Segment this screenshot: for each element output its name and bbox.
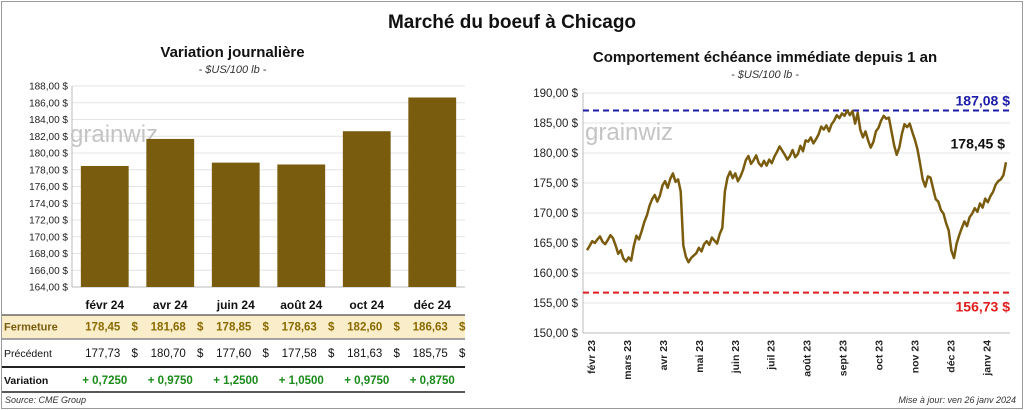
table-cell: + 0,8750 [410,375,455,387]
line-chart-subtitle: - $US/100 lb - [731,69,799,81]
bar-y-tick-label: 176,00 $ [29,182,68,193]
bar-y-tick-label: 188,00 $ [29,82,68,93]
table-cell: 178,85 [216,322,252,334]
line-x-tick-label: nov 23 [910,340,922,373]
line-y-tick-label: 180,00 $ [533,148,578,160]
bar-y-tick-label: 172,00 $ [29,216,68,227]
table-cell: 181,68 [151,322,187,334]
bar-x-tick-label: oct 24 [349,298,384,312]
line-x-tick-label: août 23 [802,340,814,377]
bar-1 [80,165,129,287]
table-cell: 186,63 [413,322,448,334]
table-cell: 182,60 [347,322,382,334]
table-cell: 177,60 [216,348,251,360]
bar-y-tick-label: 184,00 $ [29,115,68,126]
line-y-tick-label: 165,00 $ [533,238,578,250]
table-cell-unit: $ [328,348,335,360]
line-y-tick-label: 190,00 $ [533,88,578,100]
main-title: Marché du boeuf à Chicago [387,12,637,33]
line-x-tick-label: févr 23 [586,340,598,374]
line-y-tick-label: 170,00 $ [533,208,578,220]
table-cell: + 1,2500 [213,375,258,387]
bar-watermark: grainwiz [70,121,158,148]
table-cell: 178,63 [282,322,317,334]
table-row-label: Variation [4,375,48,387]
table-cell-unit: $ [459,322,466,334]
line-y-tick-label: 155,00 $ [533,298,578,310]
bar-y-tick-label: 180,00 $ [29,149,68,160]
bar-x-tick-label: févr 24 [85,298,124,312]
table-cell-unit: $ [263,348,270,360]
bar-4 [277,164,326,287]
table-cell: + 1,0500 [279,375,324,387]
bar-chart-subtitle: - $US/100 lb - [198,64,267,76]
table-cell: 177,73 [85,348,120,360]
line-x-tick-label: sept 23 [838,340,850,376]
line-x-tick-label: juin 23 [730,340,742,374]
bar-y-tick-label: 178,00 $ [29,165,68,176]
bar-y-tick-label: 174,00 $ [29,199,68,210]
line-y-tick-label: 160,00 $ [533,268,578,280]
table-cell: 180,70 [151,348,186,360]
table-cell-unit: $ [132,322,139,334]
table-cell-unit: $ [263,322,270,334]
bar-y-tick-label: 170,00 $ [29,232,68,243]
table-cell-unit: $ [132,348,139,360]
table-cell-unit: $ [394,322,401,334]
bar-2 [146,138,195,287]
bar-y-tick-label: 182,00 $ [29,132,68,143]
line-x-tick-label: mars 23 [622,340,634,380]
last-price-label: 178,45 $ [951,135,1006,151]
bar-5 [342,131,391,287]
price-line [585,109,1008,264]
line-x-tick-label: juil 23 [766,340,778,371]
table-cell: 181,63 [347,348,382,360]
table-cell-unit: $ [459,348,466,360]
bar-x-tick-label: août 24 [280,298,322,312]
line-chart-title: Comportement échéance immédiate depuis 1… [592,49,938,66]
line-y-tick-label: 185,00 $ [533,118,578,130]
line-x-tick-label: déc 23 [945,340,957,373]
table-cell-unit: $ [394,348,401,360]
line-x-tick-label: mai 23 [694,340,706,373]
table-cell: + 0,9750 [148,375,193,387]
table-row-highlight [2,315,465,338]
source-note: Source: CME Group [5,395,87,405]
bar-y-tick-label: 164,00 $ [29,283,68,294]
line-x-tick-label: oct 23 [874,340,886,371]
bar-6 [408,97,457,287]
table-cell: 177,58 [282,348,317,360]
bar-y-tick-label: 186,00 $ [29,98,68,109]
table-row-label: Fermeture [4,322,58,334]
bar-chart-title: Variation journalière [160,44,305,61]
table-cell-unit: $ [197,322,204,334]
line-x-tick-label: avr 23 [658,340,670,371]
line-watermark: grainwiz [585,119,673,146]
table-cell-unit: $ [328,322,335,334]
bar-y-tick-label: 166,00 $ [29,266,68,277]
line-y-tick-label: 175,00 $ [533,178,578,190]
table-cell: 185,75 [413,348,448,360]
table-cell-unit: $ [197,348,204,360]
bar-x-tick-label: juin 24 [216,298,255,312]
line-x-tick-label: janv 24 [981,340,993,377]
table-cell: + 0,9750 [344,375,389,387]
line-y-tick-label: 150,00 $ [533,328,578,340]
table-cell: + 0,7250 [82,375,127,387]
bar-x-tick-label: avr 24 [153,298,188,312]
bar-3 [211,162,260,287]
bar-x-tick-label: déc 24 [414,298,452,312]
table-row-label: Précédent [4,348,52,360]
update-date: Mise à jour: ven 26 janv 2024 [898,395,1016,405]
lower-reference-label: 156,73 $ [956,299,1011,315]
bar-y-tick-label: 168,00 $ [29,249,68,260]
upper-reference-label: 187,08 $ [956,93,1011,109]
table-cell: 178,45 [85,322,121,334]
